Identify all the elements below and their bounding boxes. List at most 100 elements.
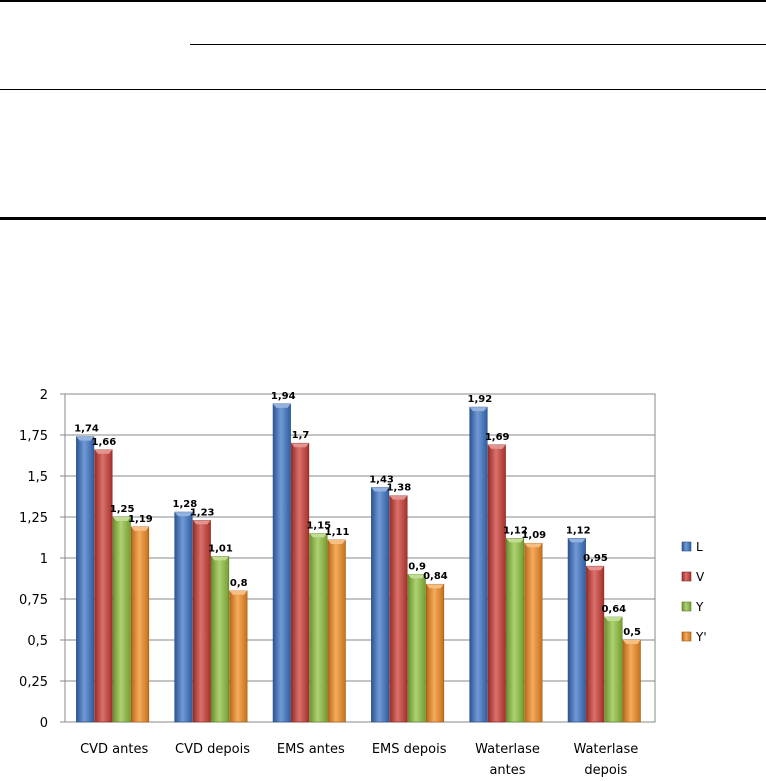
data-label: 0,84 xyxy=(423,571,448,582)
data-label: 1,43 xyxy=(369,474,394,485)
data-label: 0,8 xyxy=(230,578,248,589)
x-tick-label: antes xyxy=(489,763,525,777)
bar-cap xyxy=(327,539,346,544)
y-tick-label: 0 xyxy=(40,716,48,731)
bar-cap xyxy=(291,443,309,448)
bar-cap xyxy=(131,526,149,531)
bar-yprime xyxy=(524,542,543,723)
data-label: 1,12 xyxy=(566,525,591,536)
bar-cap xyxy=(426,584,444,589)
data-label: 1,38 xyxy=(387,483,412,494)
bar-cap xyxy=(211,556,229,561)
bar-cap xyxy=(94,449,113,454)
bar-yprime xyxy=(131,526,150,723)
bar-cap xyxy=(488,444,506,449)
axes xyxy=(60,393,656,723)
data-label: 1,19 xyxy=(128,514,153,525)
data-label: 1,11 xyxy=(325,527,350,538)
bars xyxy=(76,403,641,723)
grid-lines xyxy=(65,434,655,682)
y-tick-labels: 0 0,25 0,5 0,75 1 1,25 1,5 1,75 2 xyxy=(19,388,48,731)
x-tick-label: EMS antes xyxy=(277,742,345,757)
data-label: 1,7 xyxy=(292,430,310,441)
bar-cap xyxy=(469,407,488,412)
y-tick-label: 1 xyxy=(40,552,48,567)
data-label: 1,74 xyxy=(74,424,99,435)
bar-v xyxy=(389,495,408,723)
data-label: 0,5 xyxy=(623,627,641,638)
data-labels: 1,74 1,66 1,251,19 1,281,23 1,01 0,8 1,94 1,7 1,… xyxy=(74,391,641,638)
legend-swatch xyxy=(681,601,692,612)
y-tick-label: 0,25 xyxy=(19,675,48,690)
legend-label: V xyxy=(696,570,705,584)
x-tick-label: depois xyxy=(584,763,627,777)
table-header-subrule xyxy=(190,44,766,45)
y-tick-label: 1,75 xyxy=(19,429,48,444)
data-label: 0,64 xyxy=(601,604,626,615)
bar-y xyxy=(112,516,131,723)
legend-label: L xyxy=(696,540,703,554)
x-tick-labels: CVD antes CVD depois EMS antes EMS depois Wa… xyxy=(80,742,638,778)
bar-v xyxy=(586,565,605,723)
bar-cap xyxy=(408,574,426,579)
bar-cap xyxy=(229,590,248,595)
bar-cap xyxy=(113,517,131,521)
legend-label: Y xyxy=(695,600,704,614)
data-label: 1,25 xyxy=(110,504,135,515)
data-label: 1,09 xyxy=(521,530,546,541)
data-label: 1,12 xyxy=(503,525,528,536)
legend-label: Y' xyxy=(695,630,707,644)
bar-y xyxy=(211,556,230,723)
bar-cap xyxy=(524,543,543,548)
bar-y xyxy=(506,538,525,723)
x-tick-label: CVD antes xyxy=(80,742,148,757)
legend: L V Y Y' xyxy=(681,540,707,644)
bar-v xyxy=(291,442,310,723)
bar-chart: 1,74 1,66 1,25 1,19 1,28 1,23 1,01 0,8 1,94 1,7 1,… xyxy=(0,380,766,778)
bar-yprime xyxy=(622,639,641,723)
x-tick-label: EMS depois xyxy=(372,742,447,757)
bar-y xyxy=(309,533,328,723)
bar-cap xyxy=(76,436,94,441)
legend-swatch xyxy=(681,541,692,552)
bar-yprime xyxy=(425,583,445,723)
table-top-rule xyxy=(0,0,766,2)
y-tick-label: 1,5 xyxy=(27,470,48,485)
bar-l xyxy=(567,538,586,723)
data-label: 1,23 xyxy=(190,507,215,518)
bar-l xyxy=(272,403,291,723)
bar-cap xyxy=(586,566,604,571)
table-header-rule xyxy=(0,89,766,90)
bar-l xyxy=(371,487,390,723)
bar-l xyxy=(76,436,95,723)
bar-y xyxy=(407,574,426,723)
legend-swatch xyxy=(681,571,692,582)
bar-y xyxy=(604,616,623,723)
bar-v xyxy=(94,449,113,723)
bar-cap xyxy=(506,538,524,543)
y-tick-label: 0,5 xyxy=(27,634,48,649)
bar-cap xyxy=(604,617,623,622)
bar-cap xyxy=(622,640,641,644)
bar-cap xyxy=(568,538,586,543)
data-label: 0,9 xyxy=(408,561,426,572)
bar-yprime xyxy=(229,590,248,723)
data-label: 1,92 xyxy=(468,394,493,405)
bar-cap xyxy=(371,487,389,492)
x-tick-label: CVD depois xyxy=(175,742,250,757)
bar-yprime xyxy=(327,539,346,723)
bar-cap xyxy=(273,403,291,408)
bar-cap xyxy=(309,533,328,538)
data-label: 1,94 xyxy=(271,391,296,402)
x-tick-label: Waterlase xyxy=(475,742,540,757)
data-label: 1,01 xyxy=(208,543,233,554)
bar-l xyxy=(469,406,488,723)
bar-cap xyxy=(193,520,211,525)
bar-cap xyxy=(389,495,408,500)
bar-l xyxy=(174,511,193,723)
chart-svg: 1,741,661,251,191,281,231,010,81,941,71,… xyxy=(19,388,707,778)
data-label: 1,15 xyxy=(306,520,331,531)
legend-swatch xyxy=(681,631,692,642)
data-label: 0,95 xyxy=(583,553,608,564)
data-label: 1,28 xyxy=(173,499,198,510)
